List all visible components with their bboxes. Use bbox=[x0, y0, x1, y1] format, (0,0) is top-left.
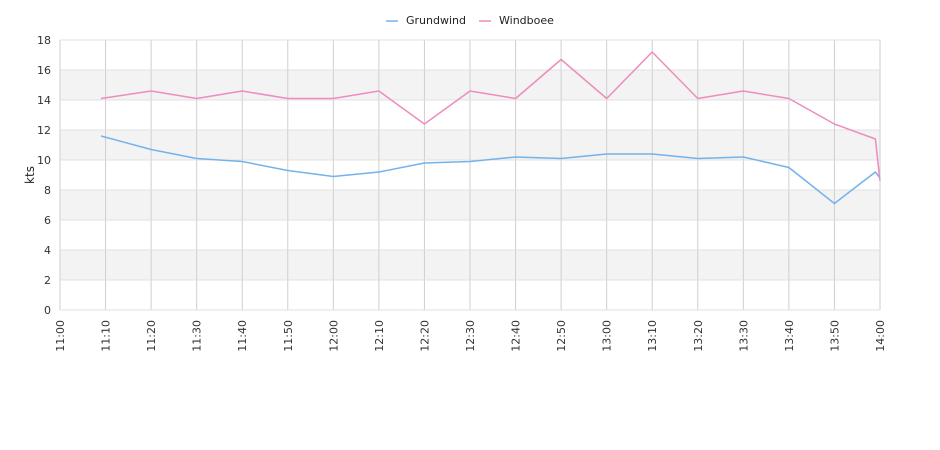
series-lines bbox=[100, 51, 881, 205]
y-tick-label: 12 bbox=[37, 124, 51, 137]
y-tick-label: 18 bbox=[37, 34, 51, 47]
x-tick-label: 12:30 bbox=[464, 320, 477, 352]
y-tick-label: 4 bbox=[44, 244, 51, 257]
y-tick-label: 10 bbox=[37, 154, 51, 167]
x-tick-label: 11:10 bbox=[100, 320, 113, 352]
x-tick-label: 14:00 bbox=[874, 320, 887, 352]
legend-label: Windboee bbox=[499, 14, 554, 27]
x-axis-ticks: 11:00 11:10 11:20 11:30 11:40 11:50 12:00 12:10… bbox=[54, 320, 887, 352]
y-tick-label: 0 bbox=[44, 304, 51, 317]
legend-label: Grundwind bbox=[406, 14, 466, 27]
x-tick-label: 13:00 bbox=[601, 320, 614, 352]
x-tick-label: 11:50 bbox=[282, 320, 295, 352]
legend: Grundwind Windboee bbox=[386, 14, 554, 27]
x-tick-label: 13:10 bbox=[646, 320, 659, 352]
y-tick-label: 8 bbox=[44, 184, 51, 197]
x-tick-label: 12:20 bbox=[418, 320, 431, 352]
x-tick-label: 12:10 bbox=[373, 320, 386, 352]
y-tick-label: 16 bbox=[37, 64, 51, 77]
x-tick-label: 11:20 bbox=[145, 320, 158, 352]
vertical-gridlines bbox=[59, 40, 881, 310]
y-tick-label: 6 bbox=[44, 214, 51, 227]
x-tick-label: 13:30 bbox=[737, 320, 750, 352]
legend-item-windboee[interactable]: Windboee bbox=[479, 14, 554, 27]
y-axis-ticks: 0 2 4 6 8 10 12 14 16 18 bbox=[37, 34, 51, 317]
x-tick-label: 13:50 bbox=[828, 320, 841, 352]
x-tick-label: 11:30 bbox=[191, 320, 204, 352]
x-tick-label: 12:40 bbox=[510, 320, 523, 352]
x-tick-label: 12:00 bbox=[327, 320, 340, 352]
x-tick-label: 11:40 bbox=[236, 320, 249, 352]
x-tick-label: 11:00 bbox=[54, 320, 67, 352]
y-tick-label: 14 bbox=[37, 94, 51, 107]
series-line-windboee bbox=[100, 51, 881, 182]
legend-item-grundwind[interactable]: Grundwind bbox=[386, 14, 466, 27]
x-tick-label: 12:50 bbox=[555, 320, 568, 352]
horizontal-gridlines bbox=[60, 39, 880, 311]
y-axis-label: kts bbox=[23, 166, 37, 184]
x-tick-label: 13:40 bbox=[783, 320, 796, 352]
y-tick-label: 2 bbox=[44, 274, 51, 287]
series-line-grundwind bbox=[100, 135, 881, 205]
x-tick-label: 13:20 bbox=[692, 320, 705, 352]
